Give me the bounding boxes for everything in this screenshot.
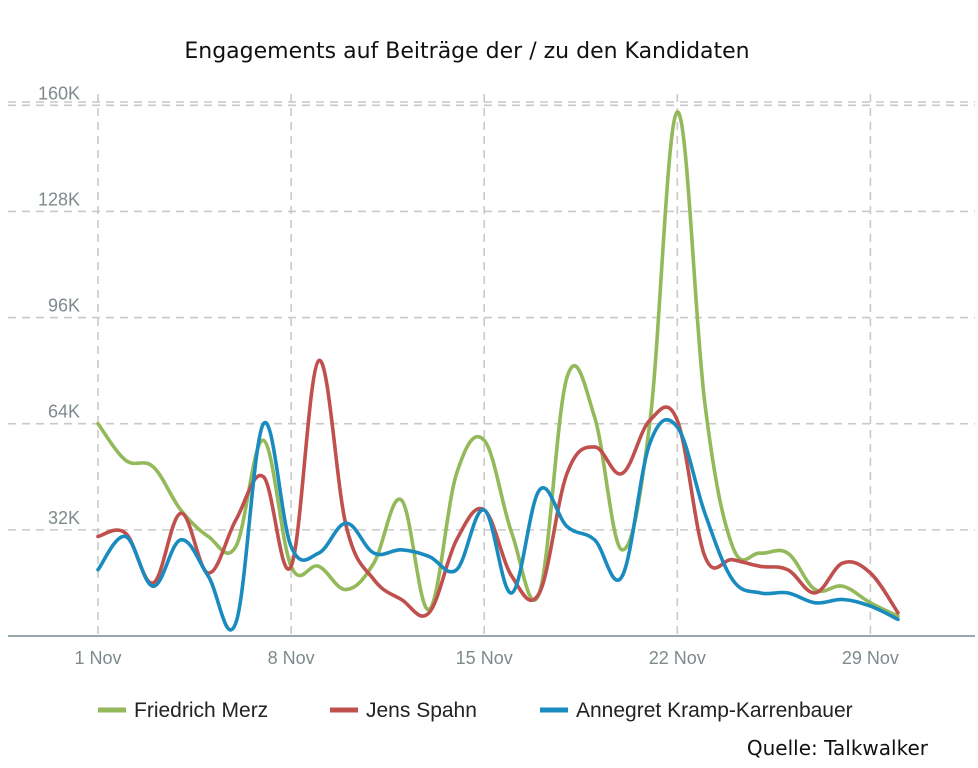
source-note: Quelle: Talkwalker [747,736,929,760]
y-tick-label: 64K [48,402,80,422]
legend-label: Jens Spahn [366,699,477,722]
y-tick-label: 160K [38,83,80,103]
legend: Friedrich Merz Jens Spahn Annegret Kramp-K… [98,699,853,722]
y-tick-label: 32K [48,508,80,528]
legend-label: Annegret Kramp-Karrenbauer [576,699,853,722]
axes: 32K 64K 96K 128K 160K 1 Nov 8 Nov 15 Nov 22 Nov 2… [8,83,975,668]
chart-title: Engagements auf Beiträge der / zu den Ka… [184,39,749,64]
series-line-1 [96,358,900,618]
y-tick-label: 128K [38,189,80,209]
legend-label: Friedrich Merz [134,699,268,722]
y-tick-label: 96K [48,296,80,316]
x-tick-label: 15 Nov [456,648,513,668]
grid [8,94,975,636]
x-tick-label: 1 Nov [74,648,121,668]
x-tick-label: 22 Nov [649,648,706,668]
series-line-2 [96,417,900,632]
x-tick-label: 8 Nov [268,648,315,668]
x-tick-label: 29 Nov [842,648,899,668]
series-lines [96,110,900,632]
